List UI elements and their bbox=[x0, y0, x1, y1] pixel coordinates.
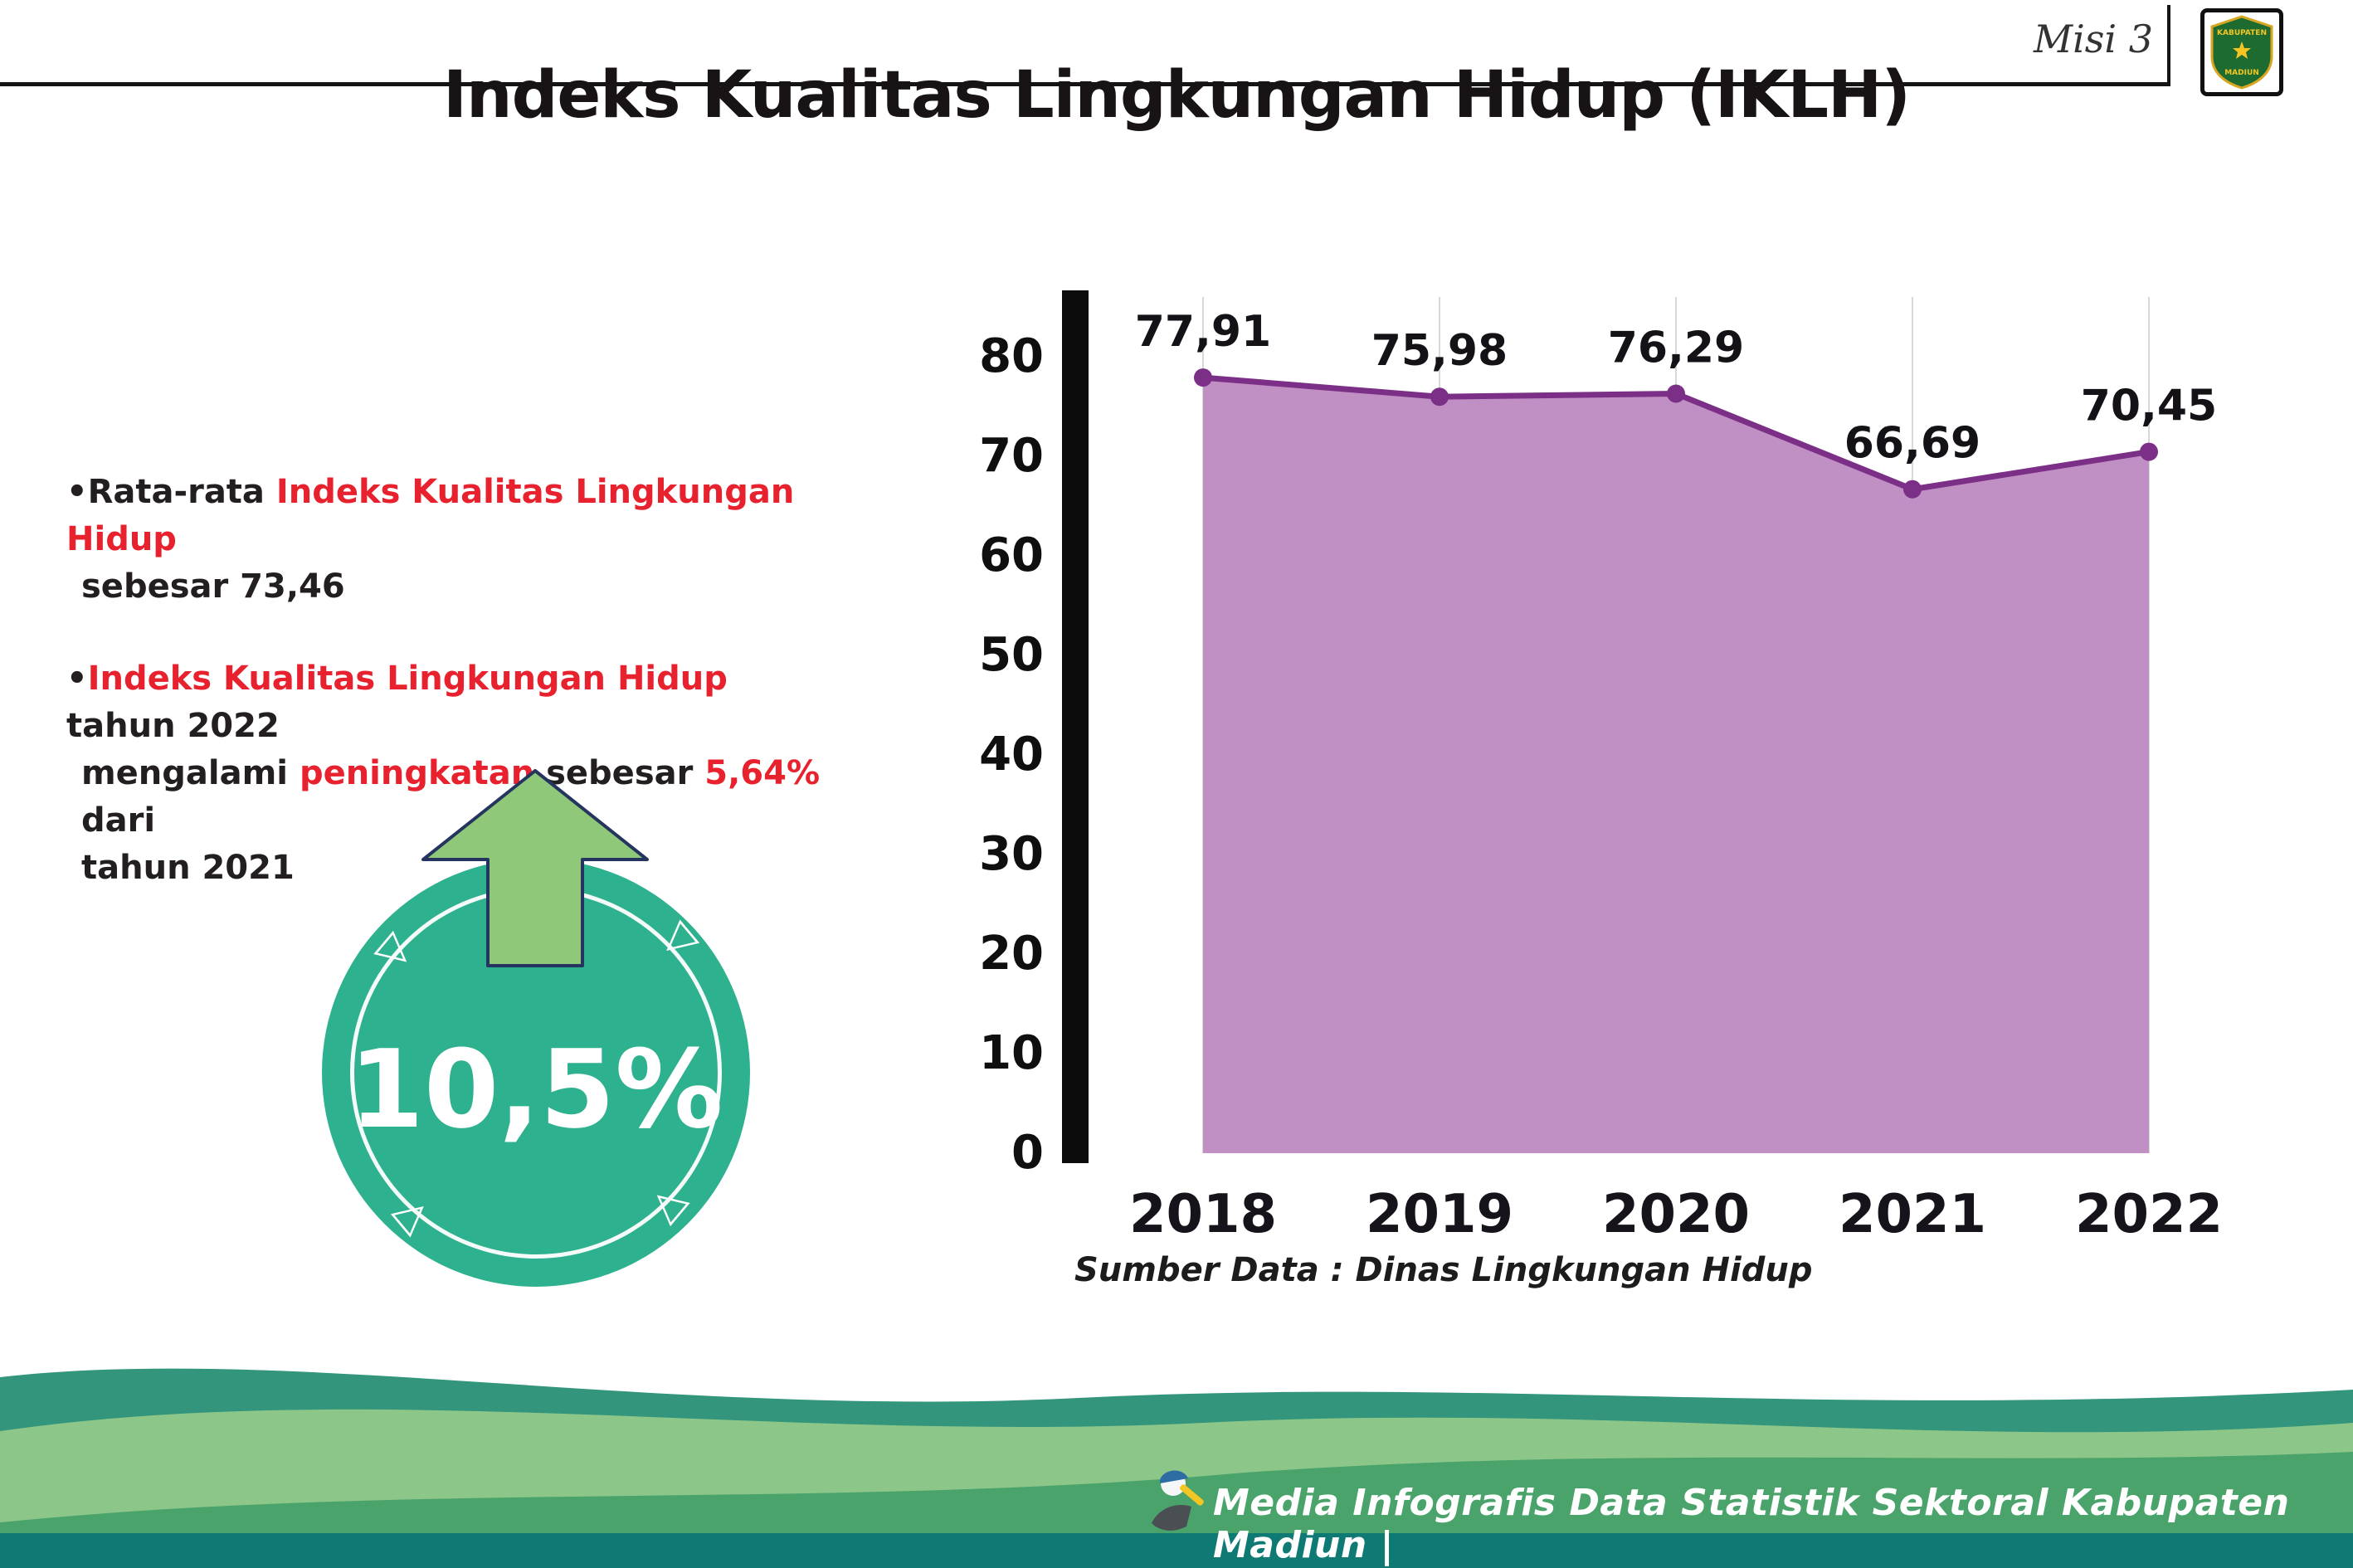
star-icon bbox=[2233, 41, 2251, 59]
bullet-marker: • bbox=[66, 473, 88, 511]
y-tick-label: 20 bbox=[979, 927, 1044, 981]
note-increase-2022: •Indeks Kualitas Lingkungan Hidup tahun … bbox=[66, 655, 830, 891]
value-label: 77,91 bbox=[1135, 307, 1271, 357]
y-tick-label: 70 bbox=[979, 429, 1044, 483]
badge-value: 10,5% bbox=[348, 1026, 723, 1152]
kabupaten-madiun-logo: KABUPATEN MADIUN bbox=[2200, 8, 2283, 96]
note-highlight: peningkatan bbox=[299, 753, 535, 792]
note-line: sebesar 73,46 bbox=[66, 563, 830, 611]
notes-panel: •Rata-rata Indeks Kualitas Lingkungan Hi… bbox=[66, 469, 830, 937]
value-label: 75,98 bbox=[1371, 326, 1508, 376]
note-text: sebesar bbox=[534, 753, 705, 792]
chart-area: 77,91 75,98 76,29 66,69 70,45 0 10 20 30 40 50 60 70… bbox=[913, 274, 2290, 1347]
note-average-iklh: •Rata-rata Indeks Kualitas Lingkungan Hi… bbox=[66, 469, 830, 610]
x-tick-label: 2021 bbox=[1839, 1184, 1986, 1245]
y-tick-label: 80 bbox=[979, 329, 1044, 383]
y-tick-label: 0 bbox=[1011, 1126, 1044, 1180]
misi-label: Misi 3 bbox=[2033, 17, 2153, 61]
footer: Media Infografis Data Statistik Sektoral… bbox=[0, 1319, 2353, 1568]
note-text: Rata-rata bbox=[87, 473, 276, 511]
value-label: 66,69 bbox=[1844, 419, 1980, 469]
increase-arrow-icon bbox=[421, 769, 649, 967]
note-text: tahun 2022 bbox=[66, 707, 280, 746]
logo-text-bottom: MADIUN bbox=[2224, 69, 2259, 77]
note-text: tahun 2021 bbox=[81, 848, 295, 887]
x-tick-label: 2022 bbox=[2075, 1184, 2223, 1245]
coat-of-arms-icon: KABUPATEN MADIUN bbox=[2210, 15, 2273, 90]
note-highlight: Indeks Kualitas Lingkungan Hidup bbox=[87, 660, 728, 699]
note-highlight: 5,64% bbox=[704, 753, 821, 792]
note-text: mengalami bbox=[81, 753, 300, 792]
note-text: sebesar 73,46 bbox=[81, 567, 345, 606]
y-tick-label: 30 bbox=[979, 827, 1044, 881]
source-note: Sumber Data : Dinas Lingkungan Hidup bbox=[1074, 1251, 1813, 1289]
area-fill bbox=[1203, 377, 2149, 1153]
data-point bbox=[1430, 387, 1449, 407]
bullet-marker: • bbox=[66, 660, 88, 699]
x-tick-label: 2018 bbox=[1129, 1184, 1277, 1245]
header-rule bbox=[0, 82, 2167, 86]
iklh-trend-chart: 77,91 75,98 76,29 66,69 70,45 0 10 20 30 40 50 60 70… bbox=[979, 290, 2223, 1245]
note-highlight: Indeks Kualitas Lingkungan Hidup bbox=[66, 473, 795, 558]
page-title: Indeks Kualitas Lingkungan Hidup (IKLH) bbox=[443, 58, 1911, 133]
logo-text-top: KABUPATEN bbox=[2217, 29, 2267, 37]
note-line: mengalami peningkatan sebesar 5,64% dari bbox=[66, 750, 830, 845]
x-tick-label: 2020 bbox=[1602, 1184, 1750, 1245]
note-line: •Rata-rata Indeks Kualitas Lingkungan Hi… bbox=[66, 469, 830, 563]
value-label: 70,45 bbox=[2081, 382, 2217, 431]
y-tick-label: 50 bbox=[979, 628, 1044, 682]
logo-frame-line bbox=[2167, 5, 2170, 86]
value-label: 76,29 bbox=[1608, 324, 1744, 373]
x-tick-label: 2019 bbox=[1366, 1184, 1513, 1245]
y-tick-label: 40 bbox=[979, 728, 1044, 782]
data-point bbox=[1667, 384, 1685, 403]
data-point bbox=[1903, 480, 1922, 499]
y-axis-bar bbox=[1062, 290, 1089, 1163]
note-line: •Indeks Kualitas Lingkungan Hidup tahun … bbox=[66, 655, 830, 750]
data-point bbox=[1194, 368, 1212, 387]
footer-caption: Media Infografis Data Statistik Sektoral… bbox=[1213, 1482, 2290, 1566]
mascot-icon bbox=[1152, 1470, 1204, 1531]
note-line: tahun 2021 bbox=[66, 845, 830, 892]
data-point bbox=[2140, 442, 2158, 461]
y-tick-label: 60 bbox=[979, 528, 1044, 582]
note-text: dari bbox=[81, 801, 156, 840]
y-tick-label: 10 bbox=[979, 1026, 1044, 1080]
